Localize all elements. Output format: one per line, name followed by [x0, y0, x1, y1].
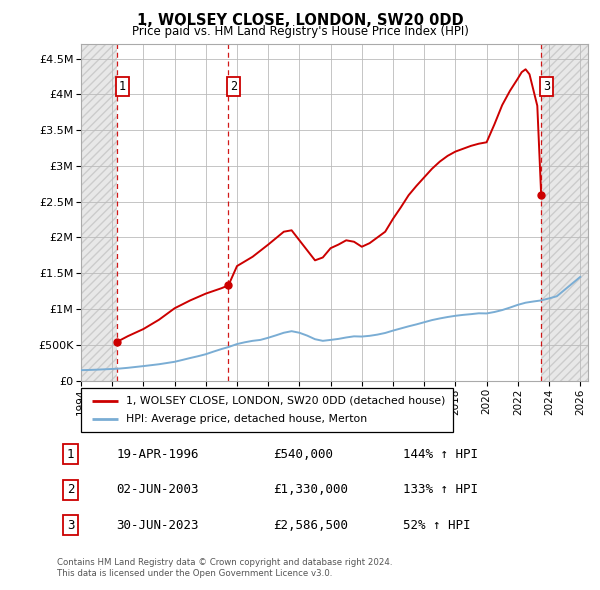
Text: £540,000: £540,000: [273, 448, 333, 461]
Text: 133% ↑ HPI: 133% ↑ HPI: [403, 483, 478, 496]
Text: £2,586,500: £2,586,500: [273, 519, 348, 532]
Text: This data is licensed under the Open Government Licence v3.0.: This data is licensed under the Open Gov…: [57, 569, 332, 578]
Text: 19-APR-1996: 19-APR-1996: [116, 448, 199, 461]
Bar: [117, 44, 541, 381]
Text: 52% ↑ HPI: 52% ↑ HPI: [403, 519, 470, 532]
Text: Price paid vs. HM Land Registry's House Price Index (HPI): Price paid vs. HM Land Registry's House …: [131, 25, 469, 38]
Text: Contains HM Land Registry data © Crown copyright and database right 2024.: Contains HM Land Registry data © Crown c…: [57, 558, 392, 566]
Text: £1,330,000: £1,330,000: [273, 483, 348, 496]
FancyBboxPatch shape: [81, 388, 453, 432]
Text: 1, WOLSEY CLOSE, LONDON, SW20 0DD: 1, WOLSEY CLOSE, LONDON, SW20 0DD: [137, 13, 463, 28]
Text: 1: 1: [119, 80, 126, 93]
Text: HPI: Average price, detached house, Merton: HPI: Average price, detached house, Mert…: [125, 415, 367, 424]
Text: 2: 2: [230, 80, 238, 93]
Text: 1, WOLSEY CLOSE, LONDON, SW20 0DD (detached house): 1, WOLSEY CLOSE, LONDON, SW20 0DD (detac…: [125, 396, 445, 406]
Text: 30-JUN-2023: 30-JUN-2023: [116, 519, 199, 532]
Text: 144% ↑ HPI: 144% ↑ HPI: [403, 448, 478, 461]
Text: 1: 1: [67, 448, 74, 461]
Text: 3: 3: [67, 519, 74, 532]
Text: 02-JUN-2003: 02-JUN-2003: [116, 483, 199, 496]
Text: 3: 3: [543, 80, 550, 93]
Text: 2: 2: [67, 483, 74, 496]
